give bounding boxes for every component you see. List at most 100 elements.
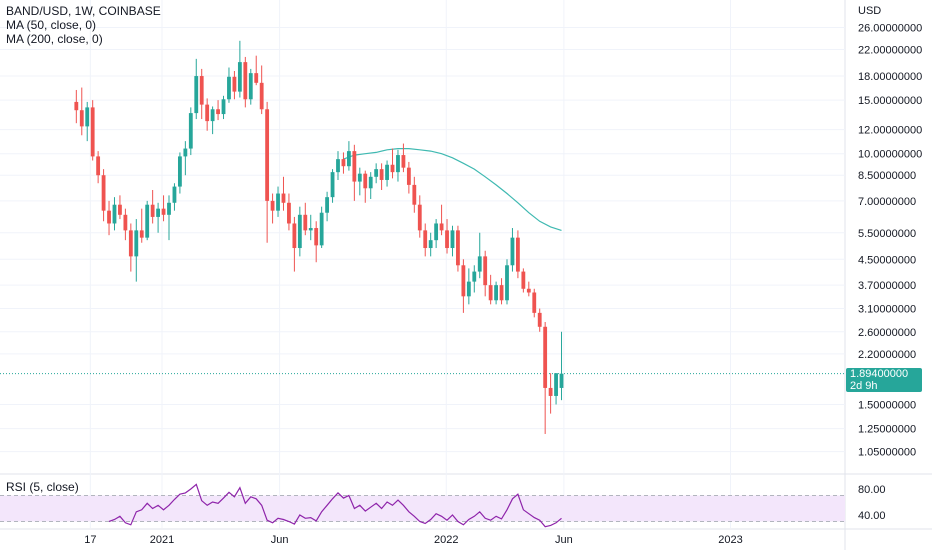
candle: [510, 228, 515, 272]
candle: [477, 232, 482, 279]
candle: [336, 151, 340, 180]
candle-body: [303, 214, 308, 231]
rsi-pane: [0, 483, 845, 528]
price-tick-label: 1.05000000: [858, 447, 916, 459]
chart-legend: BAND/USD, 1W, COINBASE MA (50, close, 0)…: [6, 4, 161, 46]
candle: [390, 148, 395, 179]
candle: [232, 71, 237, 100]
candle-body: [134, 230, 139, 257]
last-price-tag: 1.89400000 2d 9h: [846, 367, 922, 392]
candle: [281, 176, 286, 211]
candle: [194, 58, 199, 120]
candle: [221, 95, 226, 120]
candle: [412, 176, 417, 213]
price-tick-label: 4.50000000: [858, 254, 916, 266]
candle: [537, 308, 542, 332]
candle: [254, 55, 259, 86]
candle: [466, 268, 471, 305]
candle-body: [515, 237, 520, 272]
candle-body: [281, 193, 286, 203]
candle-body: [237, 62, 242, 92]
candle-body: [139, 230, 144, 238]
candle-body: [559, 373, 564, 388]
last-price-value: 1.89400000: [850, 367, 909, 380]
candle-body: [390, 164, 395, 173]
candle-body: [363, 173, 368, 189]
candle: [346, 141, 351, 171]
candle-body: [308, 228, 313, 231]
candle: [423, 223, 428, 257]
price-tick-label: 1.25000000: [858, 424, 916, 436]
candle: [521, 268, 526, 293]
candle: [483, 250, 488, 297]
price-tick-label: 15.00000000: [858, 95, 922, 107]
ma50-legend[interactable]: MA (50, close, 0): [6, 18, 97, 32]
candle-body: [292, 223, 297, 249]
candle-body: [456, 230, 460, 266]
candle-body: [368, 176, 373, 189]
candle: [297, 206, 302, 257]
candle: [548, 373, 553, 414]
candle: [303, 202, 308, 236]
candle-body: [227, 76, 231, 100]
candle-body: [330, 172, 335, 198]
ma50-line: [343, 148, 562, 231]
candle-body: [352, 151, 357, 182]
candle: [123, 208, 128, 241]
candle-body: [248, 73, 253, 100]
candle: [118, 195, 122, 220]
candle: [205, 98, 210, 131]
candle-body: [156, 208, 161, 217]
candle-body: [145, 204, 150, 238]
price-axis-unit: USD: [858, 5, 881, 17]
candle: [243, 56, 248, 108]
candle: [439, 204, 444, 236]
candle-body: [188, 113, 193, 149]
candle-body: [85, 107, 90, 127]
price-tick-label: 26.00000000: [858, 22, 922, 34]
candle-body: [265, 109, 270, 201]
candle-body: [319, 212, 324, 246]
candle: [107, 200, 111, 236]
candle: [319, 206, 324, 249]
candle: [401, 143, 406, 173]
candle-body: [439, 223, 444, 231]
time-tick-label: Jun: [271, 534, 289, 546]
candle-body: [385, 164, 389, 180]
candle: [461, 259, 466, 313]
candle: [90, 100, 95, 161]
candle-body: [461, 265, 466, 297]
candle-body: [276, 193, 280, 211]
candle-body: [379, 169, 384, 180]
candle: [406, 161, 411, 194]
rsi-line: [108, 483, 562, 528]
price-tick-label: 12.00000000: [858, 125, 922, 137]
candle-body: [107, 210, 111, 224]
candle: [543, 321, 548, 434]
candle-body: [357, 173, 362, 182]
candle: [499, 278, 504, 305]
candle-body: [101, 175, 106, 211]
candle-body: [521, 271, 526, 289]
bar-countdown: 2d 9h: [850, 379, 878, 392]
candle: [352, 144, 357, 201]
candle: [292, 216, 297, 272]
candle: [161, 195, 166, 222]
candle: [532, 288, 537, 318]
symbol-legend[interactable]: BAND/USD, 1W, COINBASE: [6, 4, 161, 18]
ma200-legend[interactable]: MA (200, close, 0): [6, 32, 103, 46]
rsi-legend-label[interactable]: RSI (5, close): [6, 480, 79, 494]
candle: [308, 214, 313, 241]
candle-body: [194, 76, 199, 114]
candle: [325, 191, 330, 222]
price-tick-label: 8.50000000: [858, 170, 916, 182]
candle-body: [488, 285, 493, 301]
candle-body: [205, 104, 210, 122]
candle: [167, 195, 171, 241]
candle: [341, 152, 346, 174]
candle: [276, 186, 280, 217]
candle-body: [466, 281, 471, 297]
